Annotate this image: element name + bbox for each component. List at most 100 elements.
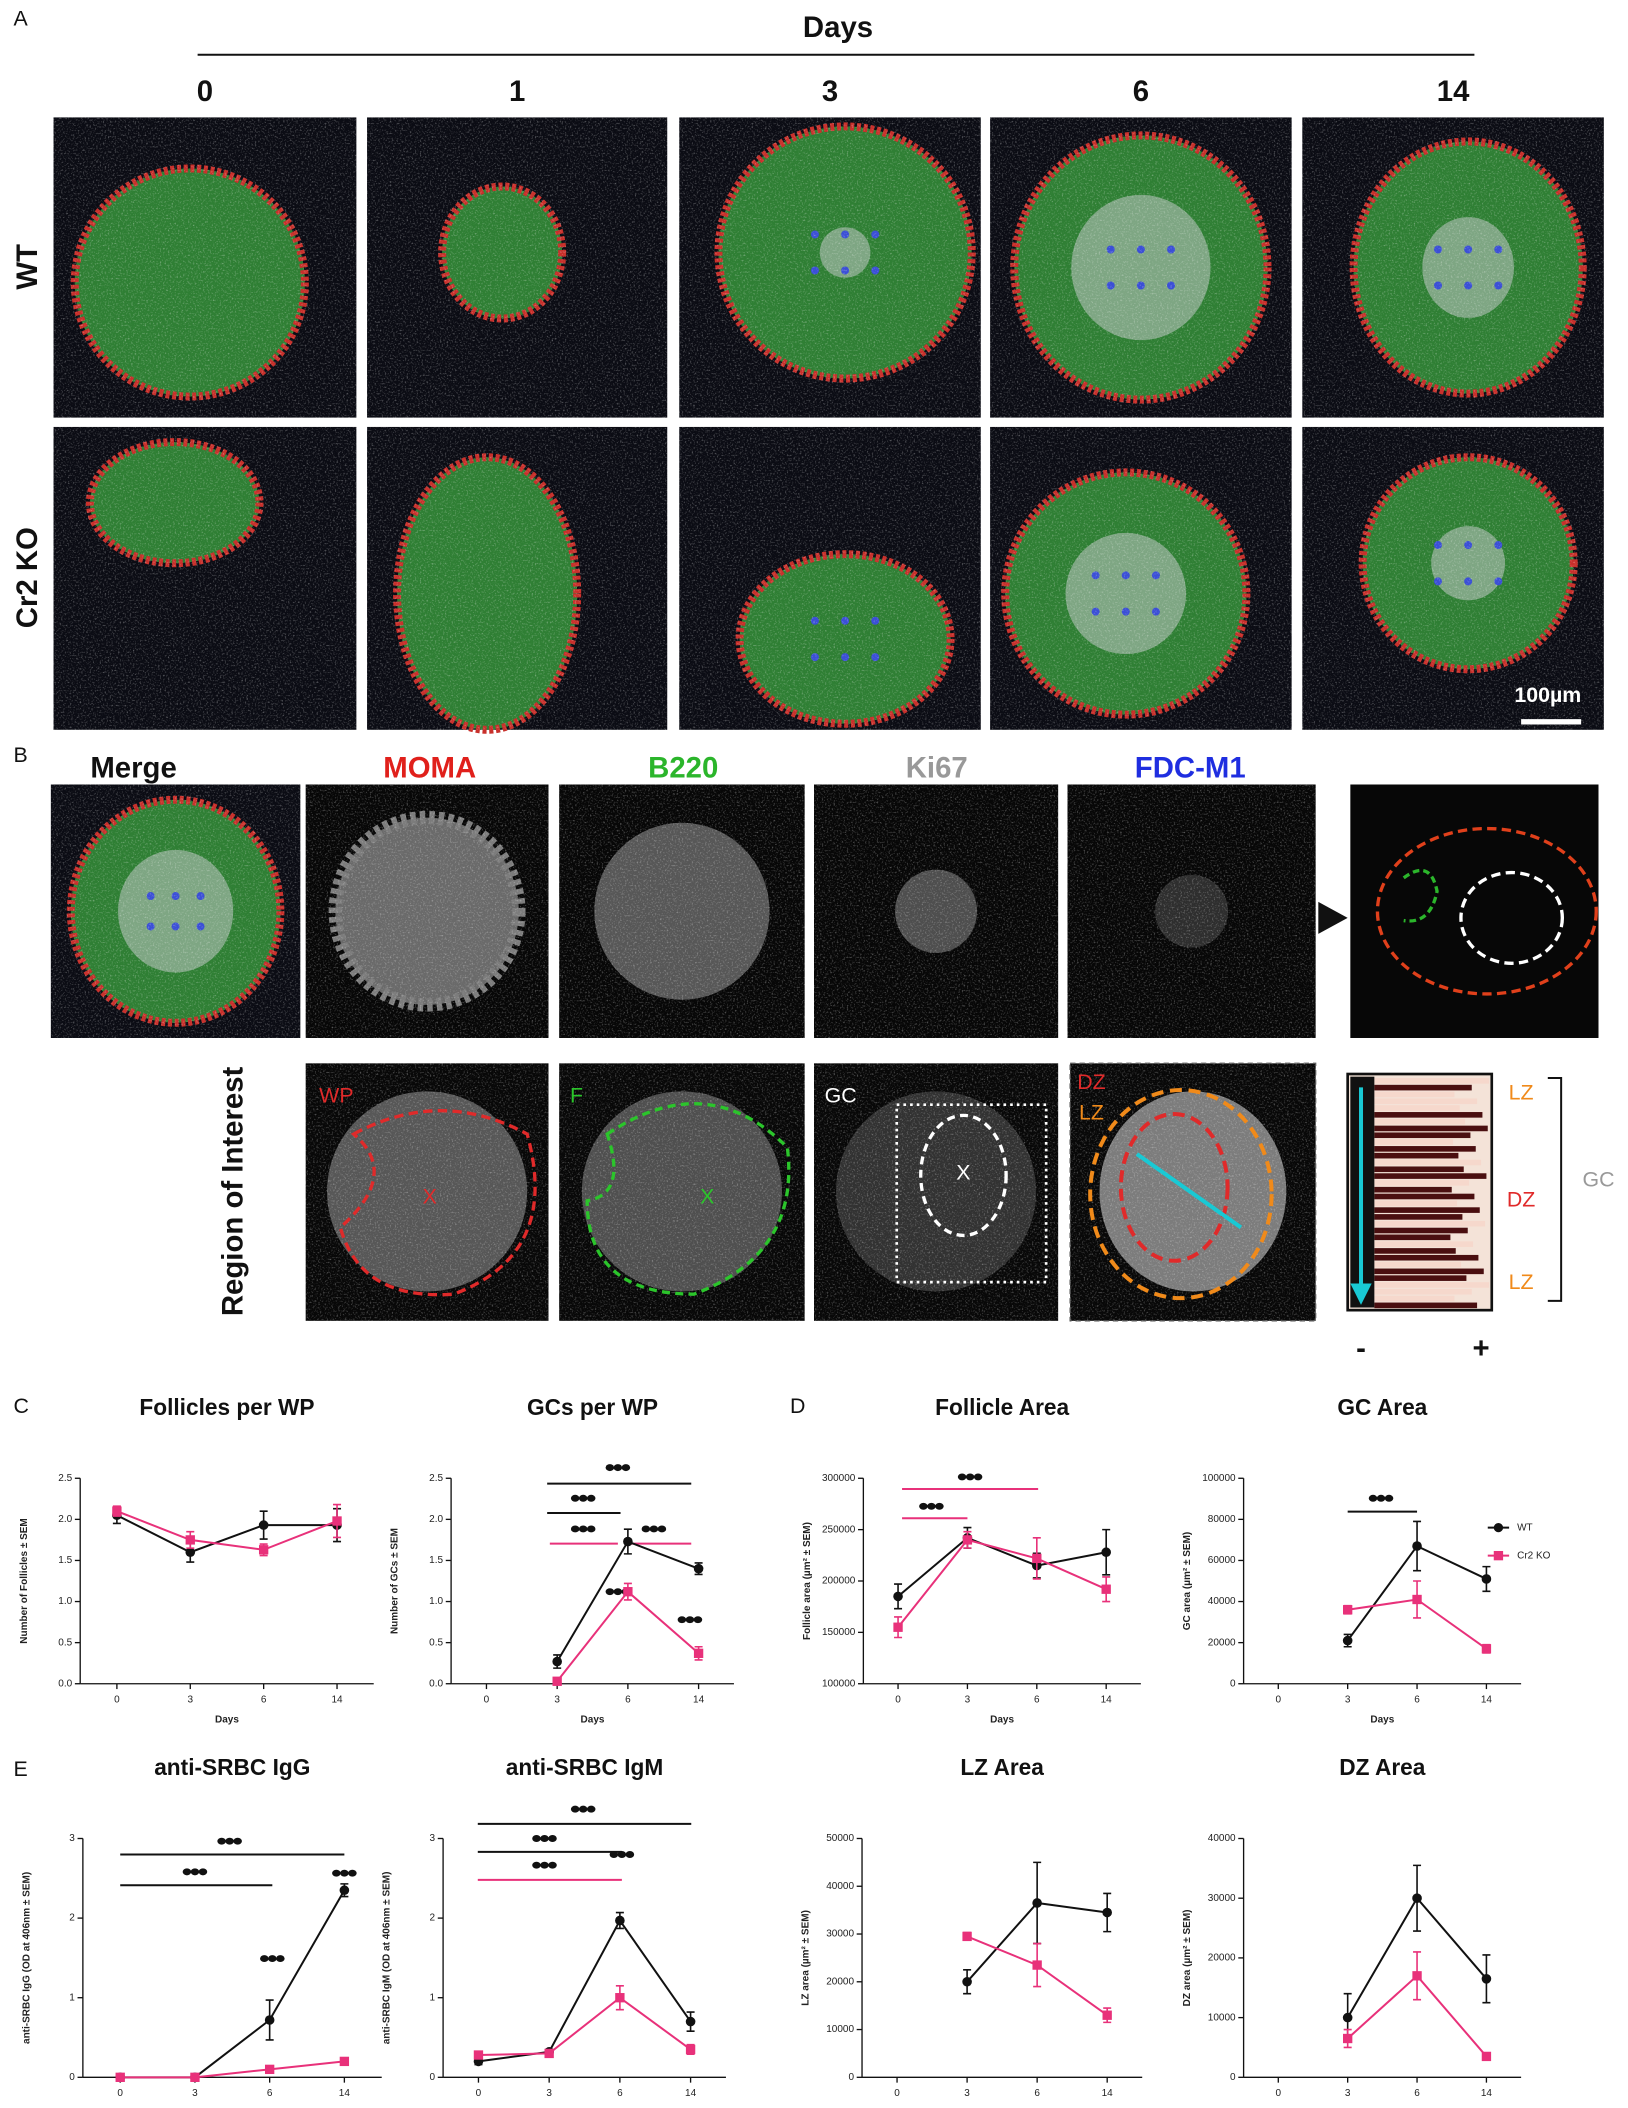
profile-stripe <box>1374 1282 1490 1288</box>
label: Merge <box>90 752 176 785</box>
significance-star <box>586 1805 596 1813</box>
significance-star <box>973 1473 983 1481</box>
texture <box>679 117 981 418</box>
point <box>1342 2012 1353 2023</box>
label: 0 <box>117 2088 123 2099</box>
label: DZ <box>1507 1187 1535 1211</box>
label: Days <box>215 1714 239 1725</box>
significance-star <box>340 1869 349 1877</box>
significance-star <box>570 1805 580 1813</box>
label: 40000 <box>1208 1833 1236 1844</box>
label: 14 <box>1481 1694 1493 1705</box>
label: WT <box>11 244 44 290</box>
label: DZ area (µm² ± SEM) <box>1182 1909 1193 2006</box>
label: Days <box>581 1714 605 1725</box>
texture <box>53 117 357 418</box>
profile-stripe <box>1374 1105 1460 1111</box>
label: 6 <box>617 2088 623 2099</box>
label: 20000 <box>1208 1637 1236 1648</box>
label: GC <box>825 1083 857 1107</box>
significance-star <box>641 1525 651 1533</box>
roi-wp <box>1375 826 1598 996</box>
point <box>1032 1553 1042 1564</box>
label: 30000 <box>1208 1893 1236 1904</box>
point <box>544 2048 554 2059</box>
texture <box>1302 426 1604 730</box>
roi-wp-outline <box>338 1109 537 1297</box>
label: X <box>423 1185 437 1209</box>
significance-star <box>348 1869 357 1877</box>
significance-star <box>268 1955 277 1963</box>
profile-stripe <box>1374 1091 1455 1098</box>
label: 2.5 <box>58 1473 72 1484</box>
label: 1.5 <box>58 1555 72 1566</box>
texture <box>305 1063 549 1321</box>
profile-stripe <box>1374 1173 1487 1179</box>
point <box>1342 1635 1353 1646</box>
significance-star <box>677 1616 687 1624</box>
point <box>190 2072 200 2082</box>
texture <box>367 117 668 418</box>
label: Region of Interest <box>217 1066 250 1316</box>
significance-star <box>613 1464 623 1472</box>
significance-star <box>693 1616 703 1624</box>
profile-stripe <box>1374 1261 1462 1268</box>
label: Follicle area (µm² ± SEM) <box>802 1522 813 1640</box>
label: F <box>570 1083 583 1107</box>
profile-stripe <box>1374 1220 1486 1227</box>
label: 50000 <box>826 1833 854 1844</box>
point <box>1101 1584 1111 1594</box>
label: GC Area <box>1337 1394 1427 1420</box>
texture <box>50 784 301 1038</box>
texture <box>1302 117 1604 418</box>
point <box>1412 1893 1422 1904</box>
label: 1 <box>69 1992 75 2003</box>
point <box>258 1545 269 1555</box>
label: + <box>1473 1332 1490 1365</box>
point <box>693 1648 704 1658</box>
label: 14 <box>685 2088 697 2099</box>
point <box>332 1516 342 1526</box>
label: C <box>13 1394 28 1418</box>
point <box>1102 2010 1112 2020</box>
series-line <box>897 1536 1107 1598</box>
texture <box>53 426 357 730</box>
point <box>615 1993 625 2003</box>
point <box>693 1563 704 1574</box>
texture <box>814 1063 1059 1321</box>
label: FDC-M1 <box>1135 752 1246 785</box>
point <box>1481 1574 1492 1584</box>
texture <box>814 784 1059 1038</box>
label: 0.5 <box>58 1637 72 1648</box>
significance-star <box>1384 1494 1394 1502</box>
point <box>339 2056 350 2067</box>
significance-star <box>276 1955 285 1963</box>
bracket <box>1547 1077 1563 1302</box>
label: 0 <box>895 1694 901 1705</box>
label: 2.5 <box>429 1473 443 1484</box>
point <box>1412 1541 1422 1551</box>
significance-star <box>927 1502 936 1510</box>
label: anti-SRBC IgG (OD at 406nm ± SEM) <box>21 1872 32 2044</box>
label: 3 <box>546 2088 552 2099</box>
profile-stripe <box>1374 1078 1490 1084</box>
label: 0 <box>1230 2072 1236 2083</box>
point <box>962 1535 973 1545</box>
point <box>1102 1907 1112 1918</box>
point <box>1343 1605 1353 1615</box>
significance-star <box>548 1835 557 1842</box>
label: 100000 <box>822 1678 856 1689</box>
label: Days <box>803 11 873 44</box>
profile-arrow <box>1135 1152 1243 1230</box>
point <box>893 1622 903 1632</box>
label: 0.5 <box>429 1637 443 1648</box>
significance-star <box>578 1525 588 1533</box>
roi-lz <box>1088 1088 1274 1301</box>
series-line <box>116 1510 338 1551</box>
label: 1 <box>430 1992 436 2003</box>
point <box>962 1976 972 1987</box>
label: 30000 <box>826 1929 854 1940</box>
label: 6 <box>1034 1694 1040 1705</box>
label: 14 <box>331 1694 343 1705</box>
